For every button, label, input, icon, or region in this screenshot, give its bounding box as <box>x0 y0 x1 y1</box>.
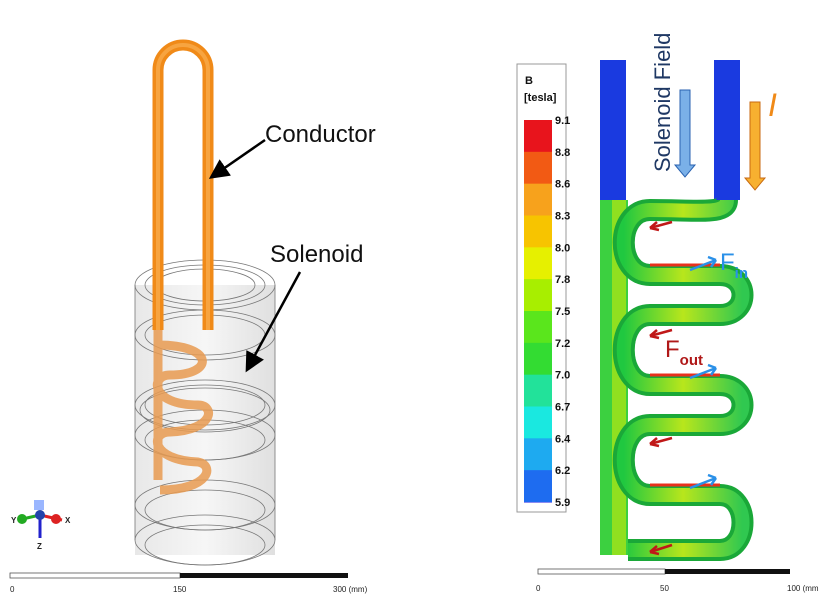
field-arrow <box>675 90 695 177</box>
f-out-label: Fout <box>665 336 703 369</box>
current-arrow <box>745 102 765 190</box>
triad-x: X <box>65 516 71 525</box>
f-main: F <box>665 336 680 363</box>
colorbar-tick: 6.4 <box>555 433 571 445</box>
scale-label: 300 (mm) <box>333 585 368 594</box>
color-swatch <box>524 470 552 502</box>
scale-label: 0 <box>536 584 541 593</box>
color-swatch <box>524 152 552 184</box>
f-sub: in <box>735 265 748 282</box>
page: Conductor Solenoid Y X Z 0 150 300 (mm) … <box>0 0 821 597</box>
scale-bar: 0 50 100 (mm <box>536 569 819 593</box>
arrow <box>213 140 265 176</box>
color-swatch <box>524 438 552 470</box>
color-swatch <box>524 502 552 503</box>
colorbar-tick: 8.6 <box>555 179 570 191</box>
color-swatch <box>524 375 552 407</box>
color-swatch <box>524 407 552 439</box>
f-main: F <box>720 249 735 276</box>
color-swatch <box>524 279 552 311</box>
color-swatch <box>524 120 552 152</box>
f-sub: out <box>680 352 703 369</box>
conductor-label: Conductor <box>265 121 376 148</box>
colorbar-tick: 5.9 <box>555 497 570 509</box>
colorbar-tick: 7.5 <box>555 306 570 318</box>
solenoid-label: Solenoid <box>270 241 363 268</box>
scale-bar: 0 150 300 (mm) <box>10 573 368 594</box>
triad-y: Y <box>11 516 17 525</box>
field-label: Solenoid Field <box>650 33 675 172</box>
solenoid-model <box>135 45 275 565</box>
colorbar-tick: 9.1 <box>555 115 570 127</box>
colorbar-tick: 7.2 <box>555 338 570 350</box>
scale-label: 150 <box>173 585 187 594</box>
colorbar-tick: 8.0 <box>555 242 570 254</box>
color-swatch <box>524 216 552 248</box>
color-swatch <box>524 247 552 279</box>
color-swatch <box>524 311 552 343</box>
color-swatch <box>524 343 552 375</box>
colorbar-tick: 8.8 <box>555 147 570 159</box>
colorbar-tick: 6.7 <box>555 402 570 414</box>
colorbar-unit: [tesla] <box>524 92 557 104</box>
scale-label: 0 <box>10 585 15 594</box>
colorbar-tick: 7.8 <box>555 274 570 286</box>
colorbar: B [tesla] 9.1 8.8 8.6 8.3 8.0 7.8 7.5 7.2 7.0 6.7… <box>517 64 571 512</box>
colorbar-title: B <box>525 75 533 87</box>
colorbar-tick: 7.0 <box>555 370 570 382</box>
scale-label: 100 (mm <box>787 584 819 593</box>
figure: Conductor Solenoid Y X Z 0 150 300 (mm) … <box>0 0 821 597</box>
color-swatch <box>524 184 552 216</box>
current-label: I <box>768 87 777 123</box>
axis-triad: Y X Z <box>11 500 71 551</box>
scale-label: 50 <box>660 584 669 593</box>
colorbar-tick: 8.3 <box>555 211 570 223</box>
colorbar-tick: 6.2 <box>555 465 570 477</box>
triad-z: Z <box>37 542 42 551</box>
